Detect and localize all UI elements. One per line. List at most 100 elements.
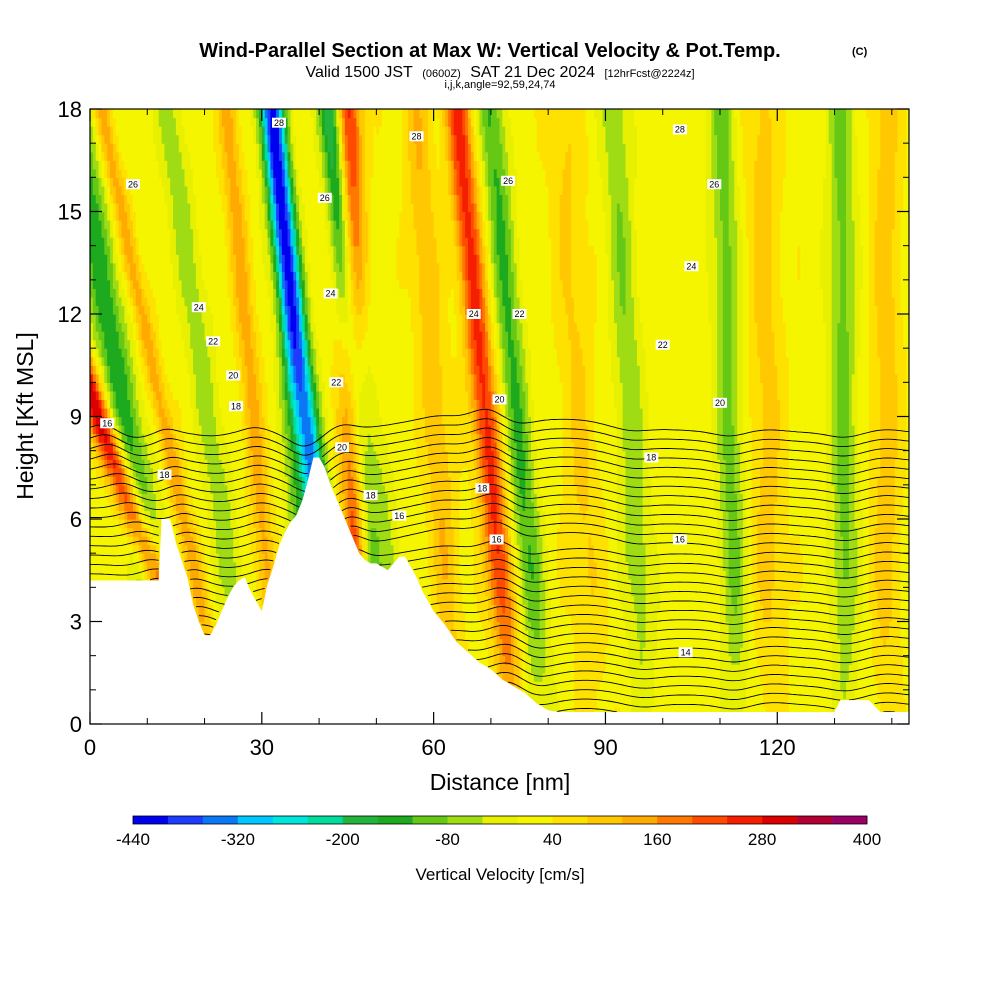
velocity-cell-239 — [98, 519, 103, 529]
velocity-cell-1320 — [141, 510, 146, 520]
velocity-cell-1439 — [144, 109, 148, 119]
velocity-cell-478 — [107, 322, 111, 332]
velocity-cell-1178 — [135, 493, 140, 503]
velocity-cell-501 — [107, 126, 111, 136]
velocity-cell-1611 — [153, 484, 157, 494]
velocity-cell-1435 — [144, 143, 148, 153]
velocity-cell-114 — [92, 356, 97, 366]
velocity-cell-1863 — [161, 177, 166, 187]
velocity-cell-334 — [101, 322, 105, 332]
velocity-cell-1691 — [155, 416, 160, 426]
velocity-cell-608 — [112, 442, 117, 452]
velocity-cell-1344 — [141, 305, 146, 315]
velocity-cell-1626 — [153, 356, 157, 366]
velocity-cell-1569 — [150, 228, 154, 238]
velocity-cell-494 — [107, 185, 111, 196]
velocity-cell-822 — [121, 459, 125, 469]
velocity-cell-979 — [127, 348, 131, 358]
velocity-cell-1258 — [138, 425, 143, 435]
velocity-cell-570 — [110, 151, 114, 161]
velocity-cell-919 — [124, 245, 128, 255]
velocity-cell-486 — [107, 254, 111, 264]
velocity-cell-820 — [121, 476, 125, 486]
velocity-cell-975 — [127, 382, 131, 392]
velocity-cell-531 — [110, 484, 114, 494]
velocity-cell-91 — [92, 553, 97, 563]
velocity-cell-1573 — [150, 194, 154, 204]
velocity-cell-834 — [121, 356, 125, 366]
velocity-cell-1643 — [153, 211, 157, 221]
velocity-cell-636 — [112, 202, 117, 213]
velocity-cell-1315 — [141, 553, 146, 563]
velocity-cell-318 — [101, 459, 105, 469]
velocity-cell-1463 — [147, 519, 151, 529]
velocity-cell-177 — [95, 433, 100, 443]
velocity-cell-1131 — [132, 279, 137, 289]
velocity-cell-416 — [104, 237, 108, 247]
velocity-cell-832 — [121, 373, 125, 383]
velocity-cell-167 — [95, 519, 100, 529]
velocity-cell-1112 — [132, 442, 137, 452]
velocity-cell-317 — [101, 467, 105, 477]
velocity-cell-696 — [115, 305, 120, 315]
velocity-cell-532 — [110, 476, 114, 486]
velocity-cell-163 — [95, 553, 100, 563]
velocity-cell-1249 — [138, 501, 143, 512]
velocity-cell-1571 — [150, 211, 154, 221]
velocity-cell-562 — [110, 220, 114, 230]
velocity-cell-1211 — [135, 211, 140, 221]
velocity-cell-697 — [115, 296, 120, 307]
velocity-cell-108 — [92, 407, 97, 418]
velocity-cell-180 — [95, 407, 100, 418]
velocity-cell-920 — [124, 237, 128, 247]
velocity-cell-276 — [98, 202, 103, 213]
velocity-cell-476 — [107, 339, 111, 349]
velocity-cell-850 — [121, 220, 125, 230]
velocity-cell-124 — [92, 271, 97, 281]
velocity-cell-615 — [112, 382, 117, 392]
velocity-cell-190 — [95, 322, 100, 332]
velocity-cell-320 — [101, 442, 105, 452]
velocity-cell-566 — [110, 185, 114, 196]
velocity-cell-120 — [92, 305, 97, 315]
velocity-cell-1034 — [130, 493, 134, 503]
velocity-cell-1000 — [127, 168, 131, 178]
velocity-cell-1059 — [130, 279, 134, 289]
velocity-cell-1764 — [158, 407, 163, 418]
velocity-cell-1706 — [155, 288, 160, 298]
velocity-cell-932 — [124, 134, 128, 144]
velocity-cell-1072 — [130, 168, 134, 178]
velocity-cell-612 — [112, 407, 117, 418]
velocity-cell-1150 — [132, 117, 137, 127]
velocity-cell-1217 — [135, 160, 140, 170]
velocity-cell-119 — [92, 314, 97, 324]
velocity-cell-1032 — [130, 510, 134, 520]
velocity-cell-1481 — [147, 365, 151, 375]
velocity-cell-1046 — [130, 390, 134, 401]
velocity-cell-782 — [118, 185, 123, 196]
velocity-cell-1336 — [141, 373, 146, 383]
velocity-cell-550 — [110, 322, 114, 332]
velocity-cell-1897 — [164, 501, 168, 512]
velocity-cell-1679 — [155, 519, 160, 529]
velocity-cell-1703 — [155, 314, 160, 324]
velocity-cell-1698 — [155, 356, 160, 366]
velocity-cell-1270 — [138, 322, 143, 332]
velocity-cell-1100 — [132, 544, 137, 554]
velocity-cell-1712 — [155, 237, 160, 247]
velocity-cell-1060 — [130, 271, 134, 281]
velocity-cell-971 — [127, 416, 131, 426]
velocity-cell-1042 — [130, 425, 134, 435]
velocity-cell-305 — [101, 570, 105, 580]
velocity-cell-1058 — [130, 288, 134, 298]
velocity-cell-1099 — [132, 553, 137, 563]
velocity-cell-1282 — [138, 220, 143, 230]
velocity-cell-714 — [115, 151, 120, 161]
velocity-cell-1496 — [147, 237, 151, 247]
velocity-cell-598 — [112, 527, 117, 537]
velocity-cell-763 — [118, 348, 123, 358]
velocity-cell-1141 — [132, 194, 137, 204]
velocity-cell-740 — [118, 544, 123, 554]
velocity-cell-1428 — [144, 202, 148, 213]
velocity-cell-1896 — [164, 510, 168, 520]
